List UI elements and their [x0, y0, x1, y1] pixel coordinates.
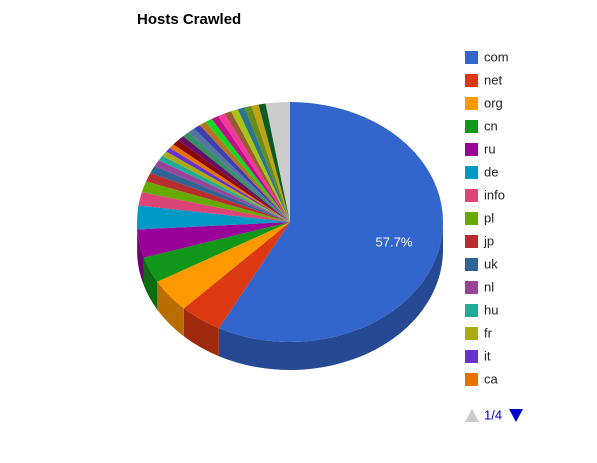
- slice: [258, 103, 290, 222]
- slice: [166, 147, 290, 222]
- slice: [231, 109, 290, 222]
- slice: [169, 144, 290, 222]
- slice: [188, 128, 290, 222]
- legend-swatch: [465, 350, 478, 363]
- legend-swatch: [465, 373, 478, 386]
- legend: com net org cn ru de info pl jp uk nl hu fr it ca: [465, 49, 509, 386]
- legend-swatch: [465, 235, 478, 248]
- slice: [205, 118, 290, 222]
- legend-prev[interactable]: [465, 409, 479, 422]
- legend-label: fr: [484, 325, 493, 340]
- legend-label: hu: [484, 302, 498, 317]
- legend-page: 1/4: [484, 407, 502, 422]
- legend-swatch: [465, 212, 478, 225]
- legend-swatch: [465, 304, 478, 317]
- slice: [199, 121, 290, 222]
- slice: [237, 107, 290, 222]
- slice-side: [218, 222, 443, 370]
- slice: [137, 205, 290, 230]
- slice: [183, 222, 290, 329]
- slice-side: [143, 257, 158, 310]
- slice: [218, 102, 443, 342]
- legend-label: pl: [484, 210, 494, 225]
- legend-swatch: [465, 189, 478, 202]
- slice: [217, 113, 290, 222]
- legend-swatch: [465, 166, 478, 179]
- legend-swatch: [465, 120, 478, 133]
- slice: [137, 222, 290, 258]
- legend-label: ru: [484, 141, 496, 156]
- slice: [211, 116, 290, 222]
- slice: [173, 140, 290, 222]
- slice: [193, 125, 290, 222]
- legend-label: nl: [484, 279, 494, 294]
- legend-label: jp: [483, 233, 494, 248]
- legend-label: net: [484, 72, 502, 87]
- slice: [157, 222, 290, 309]
- slice-side: [183, 308, 219, 357]
- slice: [251, 104, 290, 222]
- slice: [138, 192, 290, 222]
- slice: [224, 111, 290, 222]
- slice: [154, 160, 290, 222]
- legend-swatch: [465, 74, 478, 87]
- slice: [265, 102, 290, 222]
- legend-label: org: [484, 95, 503, 110]
- legend-swatch: [465, 143, 478, 156]
- pie: 57.7%: [137, 102, 443, 370]
- slice: [146, 172, 290, 222]
- slice-side: [137, 229, 144, 286]
- slice: [143, 222, 290, 282]
- legend-label: info: [484, 187, 505, 202]
- legend-swatch: [465, 281, 478, 294]
- legend-label: it: [484, 348, 491, 363]
- legend-label: com: [484, 49, 509, 64]
- legend-swatch: [465, 51, 478, 64]
- slice: [178, 136, 290, 222]
- legend-label: de: [484, 164, 498, 179]
- slice: [244, 105, 290, 222]
- value-label: 57.7%: [376, 235, 413, 250]
- legend-swatch: [465, 327, 478, 340]
- legend-label: uk: [484, 256, 498, 271]
- slice: [141, 181, 290, 222]
- legend-swatch: [465, 258, 478, 271]
- slice: [183, 132, 290, 222]
- legend-swatch: [465, 97, 478, 110]
- legend-label: ca: [484, 371, 499, 386]
- legend-label: cn: [484, 118, 498, 133]
- slice: [150, 166, 290, 222]
- slice: [158, 155, 290, 222]
- chart-title: Hosts Crawled: [137, 11, 241, 28]
- slice: [162, 151, 290, 222]
- legend-next[interactable]: [509, 409, 523, 422]
- slice-side: [157, 281, 184, 337]
